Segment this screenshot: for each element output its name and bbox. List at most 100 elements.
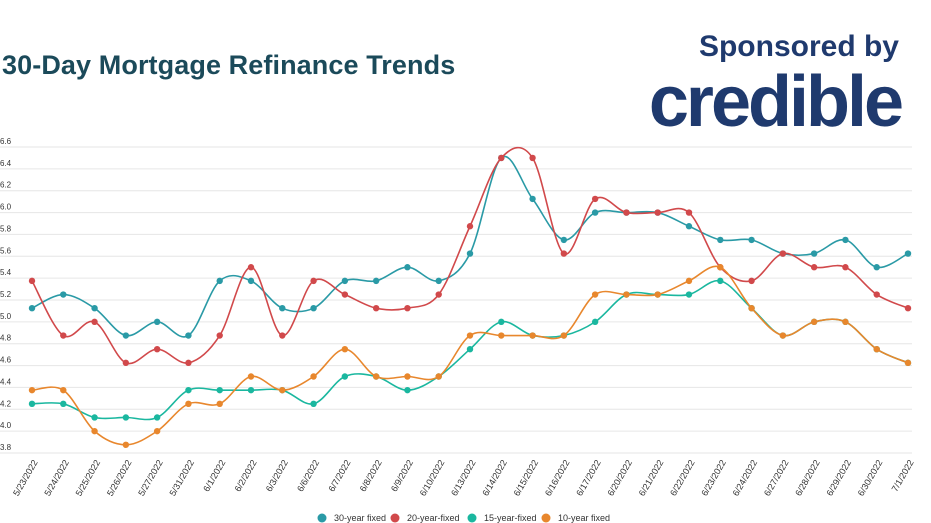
data-point [153,427,161,435]
x-tick-label: 5/31/2022 [167,458,196,498]
data-point [28,386,36,394]
data-point [247,264,255,271]
data-point [904,250,912,257]
data-point [91,427,98,435]
y-tick-label: 4.4 [0,377,12,386]
x-tick-label: 5/27/2022 [136,458,165,498]
data-point [591,209,599,216]
data-point [748,277,755,285]
data-point [247,373,255,380]
data-point [904,359,912,367]
x-tick-label: 7/1/2022 [890,458,916,493]
data-point [153,414,161,421]
x-tick-label: 6/21/2022 [637,458,666,498]
data-point [60,400,67,408]
data-point [466,345,474,353]
data-point [529,154,536,162]
x-tick-label: 6/22/2022 [668,458,697,498]
data-point [153,345,161,353]
data-point [310,400,317,408]
y-tick-label: 6.0 [0,203,12,212]
x-tick-label: 6/23/2022 [699,458,728,498]
data-point [185,332,192,339]
data-point [310,277,317,285]
data-point [279,386,286,394]
data-point [372,373,380,380]
series-30-year-fixed [28,154,912,339]
data-point [591,195,599,203]
data-point [122,359,130,367]
data-point [310,304,317,312]
series-line [31,155,909,338]
data-point [310,373,317,380]
legend-label: 10-year fixed [558,513,610,523]
data-point [842,264,849,271]
data-point [28,304,36,312]
series-20-year-fixed [28,146,912,367]
x-tick-label: 6/24/2022 [731,458,760,498]
y-tick-label: 4.6 [0,356,12,365]
x-tick-label: 6/7/2022 [326,458,352,493]
credible-logo: credible [648,62,904,142]
data-point [216,277,223,285]
data-point [185,359,192,367]
x-tick-label: 6/15/2022 [512,458,541,498]
data-point [654,209,661,216]
data-point [717,236,724,244]
x-tick-label: 6/13/2022 [449,458,478,498]
legend-label: 20-year-fixed [407,513,460,523]
y-tick-label: 5.0 [0,312,12,321]
data-point [404,304,411,312]
data-point [842,236,849,244]
data-point [91,414,98,421]
data-point [717,264,724,271]
data-point [842,318,849,326]
legend-item: 30-year fixed [317,513,386,523]
data-point [185,386,192,394]
x-tick-label: 5/26/2022 [105,458,134,498]
data-point [779,332,787,339]
data-point [748,304,755,312]
y-tick-label: 5.6 [0,246,12,255]
chart-series [28,146,912,449]
data-point [60,291,67,298]
data-point [279,304,286,312]
data-point [498,318,505,326]
x-tick-label: 6/6/2022 [295,458,321,493]
data-point [404,386,411,394]
sponsored-by-label: Sponsored by [698,30,899,63]
data-point [685,291,693,298]
data-point [685,209,693,216]
chart-title: 30-Day Mortgage Refinance Trends [2,50,456,80]
x-tick-label: 6/30/2022 [856,458,885,498]
data-point [404,373,411,380]
y-tick-label: 3.8 [0,443,12,452]
data-point [372,304,380,312]
x-tick-label: 6/16/2022 [543,458,572,498]
data-point [435,373,442,380]
data-point [216,400,223,408]
data-point [341,345,349,353]
data-point [122,441,130,449]
legend-swatch [541,513,551,523]
y-tick-label: 6.6 [0,137,12,146]
data-point [216,386,223,394]
data-point [466,332,474,339]
data-point [60,386,67,394]
legend-item: 15-year-fixed [467,513,537,523]
data-point [435,277,442,285]
data-point [873,345,880,353]
x-axis-ticks: 5/23/2022 5/24/2022 5/25/2022 5/26/2022 5/27… [11,458,916,498]
data-point [591,291,599,298]
data-point [153,318,161,326]
data-point [810,264,818,271]
data-point [341,373,349,380]
data-point [435,291,442,298]
data-point [91,318,98,326]
y-tick-label: 5.8 [0,224,12,233]
legend-swatch [317,513,327,523]
series-10-year-fixed [28,264,912,449]
data-point [216,332,223,339]
data-point [60,332,67,339]
